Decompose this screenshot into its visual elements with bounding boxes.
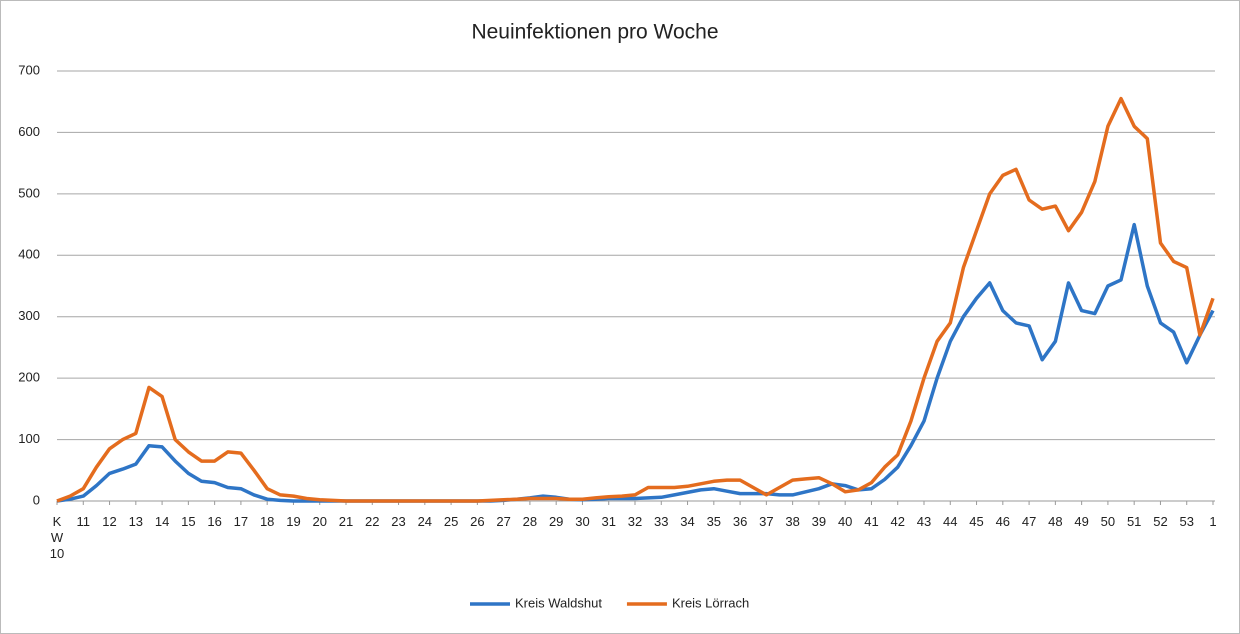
x-tick-label: 25 xyxy=(443,514,459,529)
y-tick-label: 600 xyxy=(18,124,40,139)
y-tick-label: 100 xyxy=(18,431,40,446)
x-tick-label: 45 xyxy=(969,514,984,529)
x-tick-label: 26 xyxy=(470,514,485,529)
x-tick-label: 27 xyxy=(496,514,511,529)
x-tick-label: 50 xyxy=(1100,514,1116,529)
x-tick-label: 32 xyxy=(627,514,643,529)
x-tick-label: 1 xyxy=(1209,514,1217,529)
x-tick-label: 48 xyxy=(1048,514,1063,529)
x-tick-label: 11 xyxy=(76,514,91,529)
x-tick-label: 43 xyxy=(916,514,932,529)
x-tick-label: 44 xyxy=(943,514,958,529)
y-tick-label: 300 xyxy=(18,308,40,323)
y-tick-label: 200 xyxy=(18,370,40,385)
x-tick-label: 15 xyxy=(181,514,196,529)
x-tick-label: KW 10 xyxy=(49,514,65,561)
x-tick-label: 16 xyxy=(207,514,222,529)
y-tick-label: 0 xyxy=(33,492,40,507)
x-tick-label: 38 xyxy=(785,514,800,529)
x-tick-label: 28 xyxy=(522,514,538,529)
x-tick-label: 49 xyxy=(1074,514,1089,529)
x-tick-label: 17 xyxy=(233,514,249,529)
x-tick-label: 53 xyxy=(1179,514,1194,529)
x-tick-label: 30 xyxy=(575,514,590,529)
x-tick-label: 14 xyxy=(154,514,170,529)
y-tick-label: 500 xyxy=(18,185,40,200)
x-tick-label: 41 xyxy=(864,514,879,529)
x-tick-label: 47 xyxy=(1021,514,1037,529)
x-tick-label: 13 xyxy=(128,514,144,529)
x-tick-label: 51 xyxy=(1126,514,1142,529)
legend-label: Kreis Lörrach xyxy=(672,595,749,610)
x-tick-label: 24 xyxy=(417,514,433,529)
x-tick-label: 34 xyxy=(680,514,695,529)
x-tick-label: 31 xyxy=(601,514,616,529)
x-tick-label: 35 xyxy=(706,514,722,529)
chart-title: Neuinfektionen pro Woche xyxy=(471,21,718,44)
x-tick-label: 22 xyxy=(365,514,380,529)
x-tick-label: 46 xyxy=(995,514,1011,529)
x-tick-label: 42 xyxy=(890,514,905,529)
data-line xyxy=(56,96,1215,503)
x-tick-label: 21 xyxy=(338,514,354,529)
y-tick-label: 700 xyxy=(18,62,40,77)
y-tick-label: 400 xyxy=(18,247,40,262)
x-tick-label: 19 xyxy=(286,514,301,529)
x-tick-label: 29 xyxy=(548,514,564,529)
x-tick-label: 40 xyxy=(837,514,853,529)
x-tick-label: 12 xyxy=(102,514,117,529)
data-line xyxy=(56,222,1215,503)
x-tick-label: 18 xyxy=(259,514,275,529)
x-tick-label: 39 xyxy=(811,514,827,529)
x-tick-label: 37 xyxy=(759,514,774,529)
legend-label: Kreis Waldshut xyxy=(515,595,602,610)
x-tick-label: 52 xyxy=(1153,514,1168,529)
x-tick-label: 33 xyxy=(654,514,669,529)
x-tick-label: 20 xyxy=(312,514,327,529)
x-tick-label: 36 xyxy=(732,514,748,529)
x-tick-label: 23 xyxy=(391,514,406,529)
